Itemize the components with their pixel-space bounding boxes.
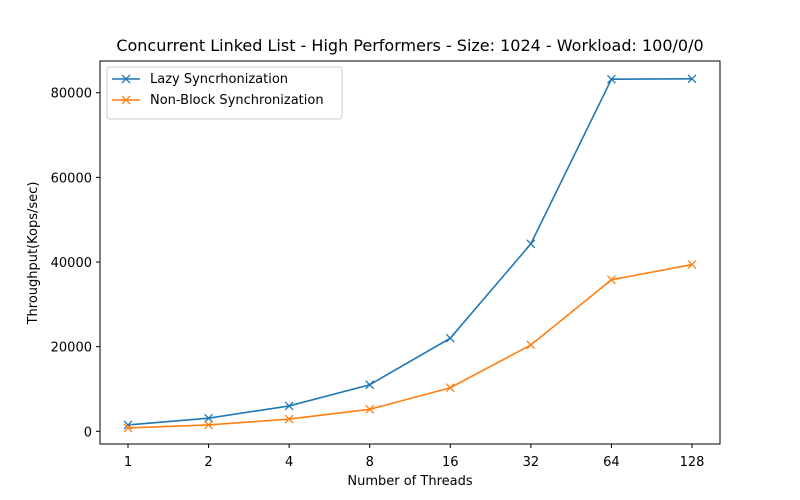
x-tick-label: 4 — [285, 455, 293, 470]
legend-marker — [121, 95, 131, 105]
x-tick-label: 1 — [124, 455, 132, 470]
x-tick-label: 8 — [366, 455, 374, 470]
data-point — [365, 404, 375, 414]
x-tick-label: 2 — [204, 455, 212, 470]
data-point — [606, 275, 616, 285]
y-tick-label: 0 — [84, 425, 92, 440]
data-point — [445, 333, 455, 343]
x-tick-label: 64 — [603, 455, 620, 470]
y-tick-label: 80000 — [51, 87, 92, 102]
data-point — [526, 340, 536, 350]
data-point — [526, 239, 536, 249]
legend: Lazy Syncrhonization Non-Block Synchroniz… — [106, 66, 343, 120]
legend-label: Non-Block Synchronization — [150, 93, 324, 108]
data-point — [284, 414, 294, 424]
x-tick-label: 128 — [680, 455, 705, 470]
legend-box — [106, 66, 343, 120]
data-point — [365, 380, 375, 390]
data-point — [687, 260, 697, 270]
x-tick-label: 16 — [442, 455, 459, 470]
data-point — [445, 383, 455, 393]
data-point — [687, 74, 697, 84]
legend-marker — [121, 74, 131, 84]
y-tick-label: 40000 — [51, 256, 92, 271]
data-point — [284, 401, 294, 411]
plot-frame — [99, 60, 721, 445]
data-point — [123, 423, 133, 433]
plot-area: 1 2 4 8 16 32 64 128 0 20000 40000 60000 80000 — [51, 60, 721, 470]
x-axis-label: Number of Threads — [347, 474, 472, 489]
y-tick-label: 60000 — [51, 171, 92, 186]
data-point — [606, 74, 616, 84]
legend-label: Lazy Syncrhonization — [150, 72, 288, 87]
x-tick-label: 32 — [523, 455, 540, 470]
series-line-1 — [127, 263, 693, 429]
data-point — [204, 420, 214, 430]
data-point — [204, 413, 214, 423]
chart-title: Concurrent Linked List - High Performers… — [116, 36, 703, 55]
y-tick-label: 20000 — [51, 341, 92, 356]
y-axis-label: Throughput(Kops/sec) — [26, 182, 41, 326]
series-line-0 — [127, 77, 693, 426]
